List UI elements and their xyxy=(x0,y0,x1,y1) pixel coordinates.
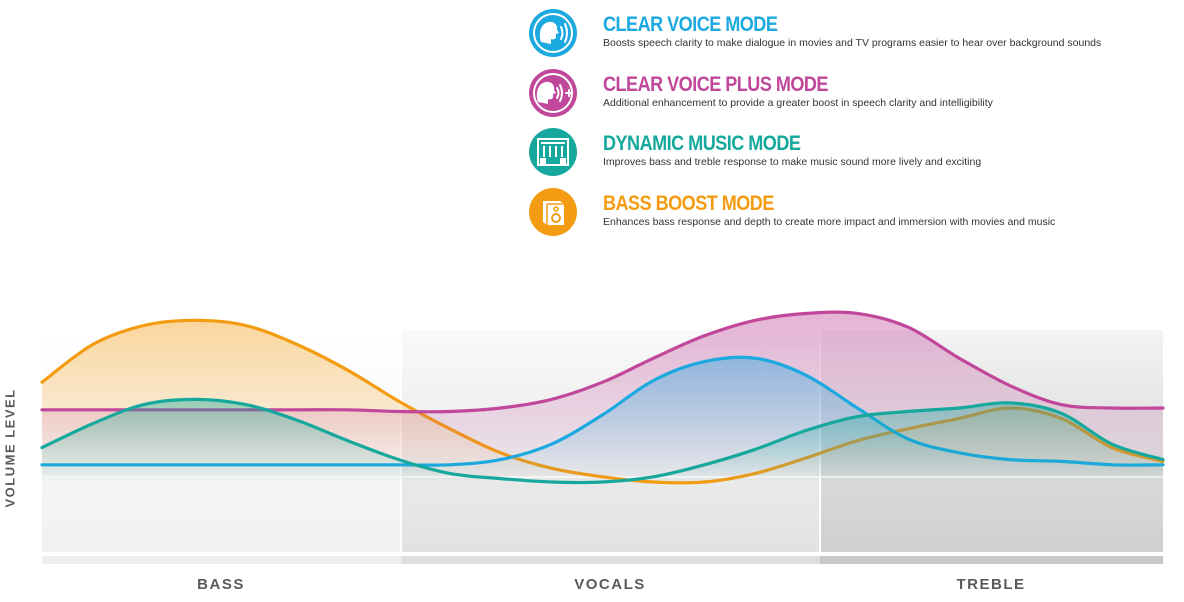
legend-title: BASS BOOST MODE xyxy=(603,192,774,215)
series-area-dynamic-music-mode xyxy=(42,399,1163,483)
x-category-label: BASS xyxy=(197,576,245,593)
series-layer xyxy=(40,310,1165,485)
legend-item-clear-voice: CLEAR VOICE MODE Boosts speech clarity t… xyxy=(528,8,1178,60)
legend-item-dynamic-music: DYNAMIC MUSIC MODE Improves bass and tre… xyxy=(528,127,1178,179)
legend-description: Improves bass and treble response to mak… xyxy=(603,156,982,168)
legend-title: DYNAMIC MUSIC MODE xyxy=(603,132,801,155)
legend-item-bass-boost: BASS BOOST MODE Enhances bass response a… xyxy=(528,187,1178,239)
legend-description: Boosts speech clarity to make dialogue i… xyxy=(603,37,1102,49)
x-category-label: VOCALS xyxy=(574,576,646,593)
subwoofer-icon xyxy=(529,188,577,236)
frequency-response-chart xyxy=(40,310,1165,564)
x-category-label: TREBLE xyxy=(956,576,1026,593)
y-axis-label: VOLUME LEVEL xyxy=(2,388,18,508)
speaking-head-icon xyxy=(529,9,577,57)
series-line-dynamic-music-mode xyxy=(40,397,1165,485)
legend-item-clear-voice-plus: CLEAR VOICE PLUS MODE Additional enhance… xyxy=(528,68,1178,120)
speaking-head-plus-icon xyxy=(529,69,577,117)
legend-description: Additional enhancement to provide a grea… xyxy=(603,97,993,109)
legend-description: Enhances bass response and depth to crea… xyxy=(603,216,1056,228)
legend-title: CLEAR VOICE PLUS MODE xyxy=(603,73,828,96)
legend-title: CLEAR VOICE MODE xyxy=(603,13,778,36)
stage-speakers-icon xyxy=(529,128,577,176)
